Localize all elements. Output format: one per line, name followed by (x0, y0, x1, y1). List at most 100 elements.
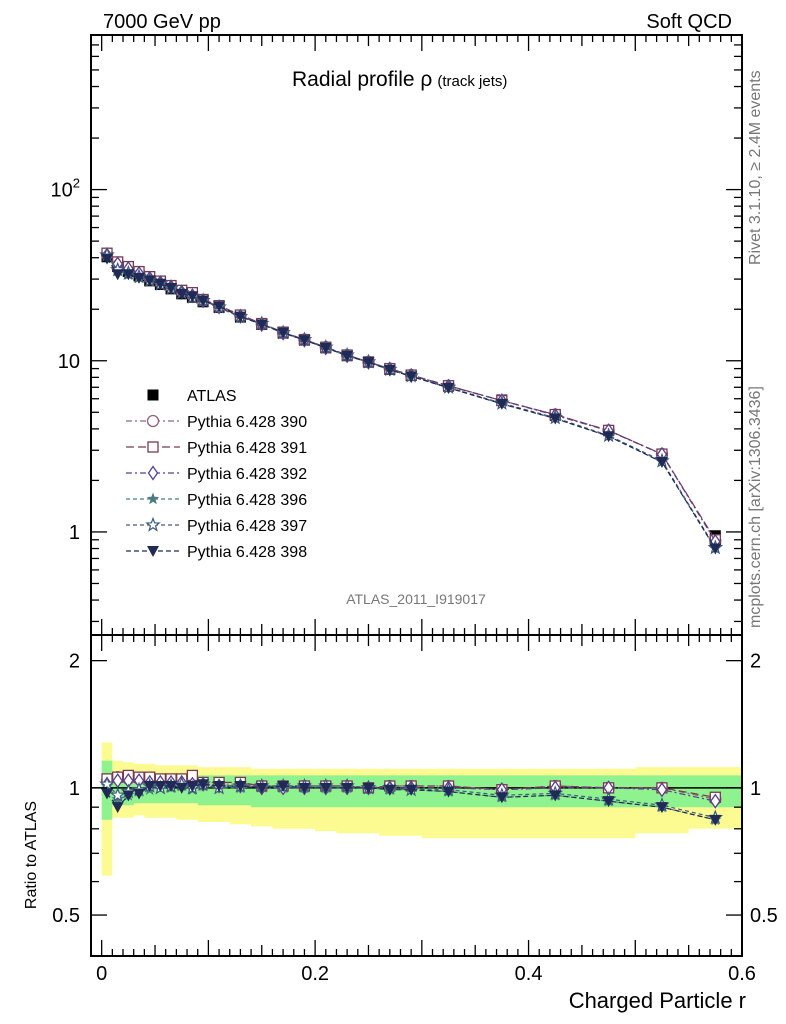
main-series-layer (99, 246, 724, 555)
main-title-suffix: (track jets) (437, 73, 507, 90)
data-point (442, 382, 455, 394)
y-tick-label: 10 (58, 351, 80, 373)
x-tick-label: 0.6 (728, 963, 756, 985)
ratio-point (255, 782, 268, 794)
ratio-plot-frame (90, 634, 743, 957)
ratio-point (709, 814, 722, 826)
ratio-point (298, 782, 311, 794)
ratio-series-398 (101, 779, 722, 826)
legend-item: Pythia 6.428 398 (126, 544, 307, 561)
legend-item: Pythia 6.428 397 (126, 516, 307, 535)
ratio-point (143, 781, 156, 793)
legend-marker (147, 465, 159, 481)
data-point (405, 371, 418, 383)
ratio-y-tick-label: 0.5 (52, 905, 80, 927)
data-point (319, 342, 332, 354)
ratio-point (154, 781, 167, 793)
data-point (277, 327, 290, 339)
data-point (122, 269, 135, 281)
legend: ATLAS Pythia 6.428 390 Pythia 6.428 391 Pyt… (126, 388, 307, 561)
ratio-point (405, 784, 418, 796)
ratio-point (101, 788, 114, 800)
legend-marker (147, 441, 159, 453)
data-point (383, 364, 396, 376)
data-point (234, 311, 247, 323)
legend-item: Pythia 6.428 396 (126, 492, 307, 509)
header-left: 7000 GeV pp (103, 11, 221, 33)
ratio-y-axis-label: Ratio to ATLAS (23, 801, 40, 909)
y-tick-label: 1 (69, 522, 80, 544)
y-tick-label-exponent: 2 (73, 176, 80, 191)
legend-item: Pythia 6.428 390 (126, 414, 307, 431)
legend-marker (146, 414, 160, 428)
legend-label: Pythia 6.428 390 (187, 414, 307, 431)
legend-marker (145, 516, 161, 532)
ratio-point (133, 788, 146, 800)
x-tick-label: 0.4 (515, 963, 543, 985)
legend-marker (146, 492, 160, 505)
series-line (106, 258, 716, 549)
data-point (709, 543, 722, 555)
ratio-point (197, 779, 210, 791)
legend-item: ATLAS (147, 388, 237, 405)
data-point (111, 269, 124, 281)
y-tick-label: 102 (51, 176, 80, 202)
ratio-point (122, 790, 135, 802)
ratio-y-tick-label: 2 (69, 651, 80, 673)
data-point (362, 357, 375, 369)
legend-marker (147, 546, 159, 557)
ratio-y-tick-label-right: 1 (750, 778, 761, 800)
ratio-point (109, 787, 126, 802)
data-point (341, 350, 354, 362)
ratio-point (341, 782, 354, 794)
legend-label: ATLAS (187, 388, 237, 405)
ratio-point (656, 782, 668, 798)
ratio-point (495, 792, 508, 804)
data-point (186, 291, 199, 303)
ratio-y-tick-label: 1 (69, 778, 80, 800)
legend-label: Pythia 6.428 398 (187, 544, 307, 561)
ratio-series-layer (99, 769, 724, 826)
ratio-point (549, 790, 562, 802)
data-point (655, 457, 668, 469)
legend-item: Pythia 6.428 392 (126, 465, 307, 483)
ratio-point (655, 802, 668, 814)
rivet-version-label: Rivet 3.1.10, ≥ 2.4M events (747, 70, 764, 265)
legend-marker (147, 389, 159, 401)
ratio-point (186, 781, 199, 793)
ratio-point (111, 802, 124, 814)
series-398 (101, 253, 722, 555)
ratio-uncertainty-bands (91, 742, 742, 876)
main-title: Radial profile ρ (track jets) (292, 68, 507, 91)
legend-label: Pythia 6.428 392 (187, 466, 307, 483)
ratio-y-tick-label-right: 0.5 (750, 905, 778, 927)
ratio-point (277, 781, 290, 793)
ratio-point (165, 781, 178, 793)
data-point (255, 319, 268, 331)
x-tick-label: 0.2 (301, 963, 329, 985)
x-tick-label: 0 (96, 963, 107, 985)
ratio-point (362, 782, 375, 794)
header-right: Soft QCD (646, 11, 732, 33)
x-axis-label: Charged Particle r (569, 988, 746, 1013)
ratio-total-uncertainty-band (101, 742, 742, 876)
data-point (213, 301, 226, 313)
ratio-point (99, 775, 115, 791)
data-point (133, 272, 146, 284)
legend-label: Pythia 6.428 391 (187, 440, 307, 457)
data-point (154, 278, 167, 290)
legend-label: Pythia 6.428 397 (187, 518, 307, 535)
main-title-text: Radial profile ρ (292, 68, 432, 91)
analysis-watermark: ATLAS_2011_I919017 (346, 591, 486, 607)
data-point (175, 288, 188, 300)
ratio-y-tick-label-right: 2 (750, 651, 761, 673)
ratio-point (710, 793, 721, 809)
ratio-point (383, 784, 396, 796)
legend-label: Pythia 6.428 396 (187, 492, 307, 509)
data-point (101, 253, 114, 265)
data-point (298, 335, 311, 347)
data-point (197, 295, 210, 307)
data-point (495, 398, 508, 410)
data-point (602, 431, 615, 443)
